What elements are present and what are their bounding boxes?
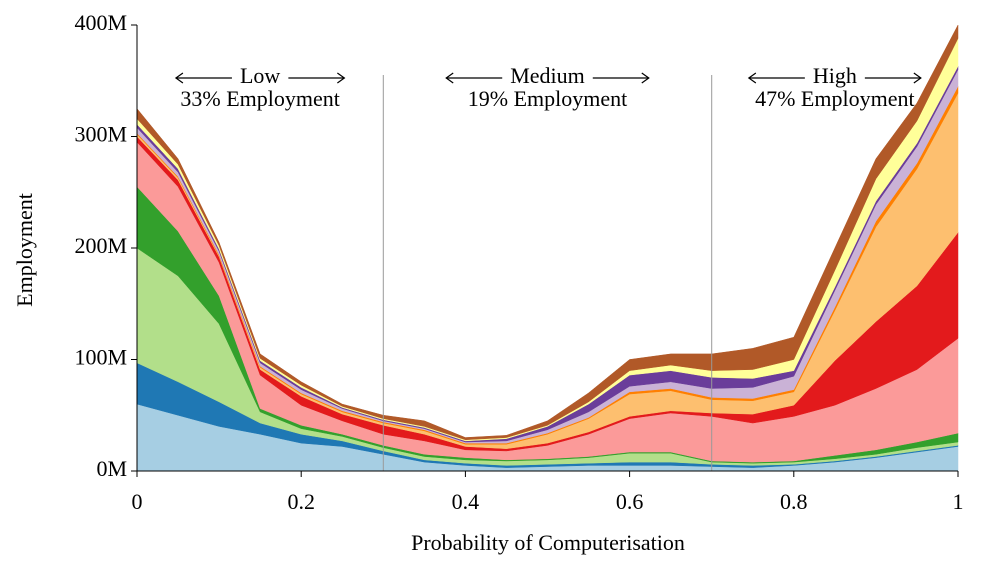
y-tick-label: 100M (74, 345, 127, 370)
region-label: High (813, 63, 857, 88)
x-tick-label: 0.6 (616, 489, 644, 514)
y-tick-label: 200M (74, 233, 127, 258)
arrow-head (337, 72, 346, 84)
x-axis-label: Probability of Computerisation (411, 530, 685, 555)
y-tick-label: 0M (96, 456, 127, 481)
y-axis-label: Employment (12, 193, 37, 307)
region-share: 47% Employment (755, 86, 914, 111)
y-tick-label: 300M (74, 122, 127, 147)
arrow-head (747, 72, 757, 84)
region-share: 33% Employment (180, 86, 339, 111)
arrow-head (174, 72, 184, 84)
arrow-head (913, 72, 922, 84)
y-tick-label: 400M (74, 10, 127, 35)
x-tick-label: 0 (132, 489, 143, 514)
x-tick-label: 1 (953, 489, 964, 514)
region-label: Medium (510, 63, 585, 88)
x-tick-label: 0.8 (780, 489, 808, 514)
x-tick-label: 0.4 (452, 489, 480, 514)
region-share: 19% Employment (468, 86, 627, 111)
region-label: Low (240, 63, 280, 88)
arrow-head (445, 72, 454, 84)
arrow-head (641, 72, 650, 84)
x-tick-label: 0.2 (287, 489, 315, 514)
